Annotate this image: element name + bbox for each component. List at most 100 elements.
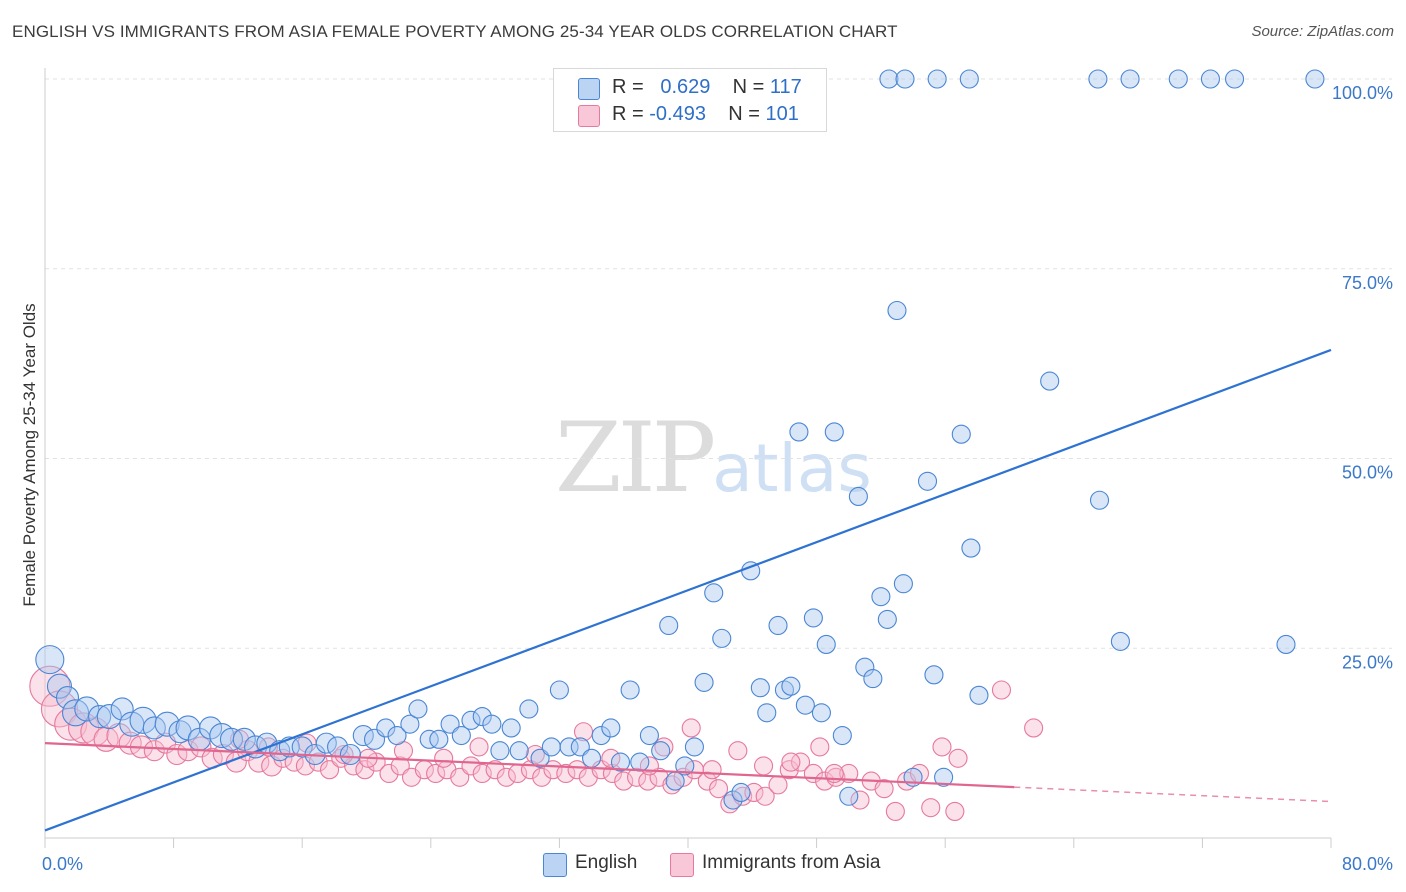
- point-asia-61: [755, 786, 775, 806]
- point-asia-89: [948, 748, 968, 768]
- point-english-6: [96, 704, 122, 730]
- x-tick-label-0: 0.0%: [42, 854, 83, 874]
- point-english-48: [559, 737, 579, 757]
- point-english-89: [917, 471, 938, 491]
- point-english-56: [639, 725, 659, 746]
- r-value-english: 0.629: [660, 76, 711, 98]
- point-asia-42: [532, 767, 552, 787]
- point-asia-80: [728, 741, 748, 761]
- point-english-43: [509, 741, 529, 761]
- point-english-75: [803, 608, 823, 628]
- point-english-42: [501, 718, 521, 738]
- point-asia-30: [390, 756, 410, 776]
- point-asia-68: [839, 763, 859, 784]
- point-asia-57: [708, 779, 729, 799]
- point-english-78: [824, 422, 844, 442]
- point-english-61: [684, 737, 704, 757]
- point-asia-69: [850, 790, 870, 810]
- point-asia-37: [472, 763, 492, 784]
- point-english-81: [848, 486, 868, 507]
- point-english-30: [376, 718, 396, 738]
- point-english-32: [400, 714, 420, 734]
- point-english-74: [795, 695, 815, 715]
- point-english-40: [482, 714, 502, 734]
- point-english-93: [961, 538, 981, 558]
- point-asia-1: [40, 690, 79, 728]
- point-english-96: [1089, 490, 1110, 510]
- point-english-51: [591, 725, 611, 746]
- point-english-52: [601, 718, 621, 738]
- bottom-label-asia: Immigrants from Asia: [702, 852, 881, 873]
- point-english-17: [219, 727, 244, 751]
- point-asia-49: [614, 771, 634, 791]
- legend-swatch-asia: [578, 105, 600, 127]
- point-asia-76: [932, 737, 952, 757]
- point-english-55: [630, 752, 650, 772]
- point-asia-33: [426, 763, 446, 784]
- point-english-47: [549, 680, 569, 700]
- point-english-0: [35, 645, 65, 675]
- point-english-28: [352, 724, 374, 747]
- point-asia-90: [991, 680, 1012, 700]
- n-label-asia: N =: [728, 103, 760, 125]
- point-english-58: [659, 615, 679, 636]
- trendline-asia: [44, 742, 1015, 789]
- point-asia-88: [754, 756, 774, 776]
- point-english-45: [530, 748, 550, 768]
- point-english-4: [74, 696, 100, 722]
- n-value-english: 117: [769, 76, 802, 98]
- point-asia-91: [1024, 718, 1044, 738]
- legend-text-asia: R = -0.493 N = 101: [612, 103, 799, 126]
- point-english-7: [110, 697, 134, 721]
- point-asia-75: [921, 798, 941, 818]
- point-asia-44: [556, 763, 576, 784]
- point-english-98: [1276, 634, 1296, 655]
- point-asia-100: [229, 729, 250, 749]
- point-english-41: [490, 741, 510, 761]
- y-tick-label-3: 100.0%: [1332, 83, 1393, 103]
- y-axis-label: Female Poverty Among 25-34 Year Olds: [20, 303, 39, 607]
- bottom-swatch-english: [543, 853, 567, 877]
- point-english-97: [1110, 631, 1130, 651]
- point-english-84: [871, 587, 891, 607]
- point-english-46: [541, 737, 561, 757]
- point-english-80: [839, 786, 859, 806]
- point-asia-81: [781, 752, 801, 772]
- x-tick-label-1: 80.0%: [1342, 854, 1393, 874]
- r-label-english: R =: [612, 76, 644, 98]
- point-english-85: [877, 609, 897, 629]
- point-english-90: [924, 665, 944, 685]
- point-english-103: [1088, 69, 1108, 89]
- legend-swatch-english: [578, 78, 600, 100]
- point-english-72: [781, 676, 801, 696]
- point-english-50: [581, 748, 602, 768]
- point-asia-27: [355, 760, 375, 780]
- point-english-70: [768, 615, 788, 636]
- point-asia-87: [702, 760, 722, 780]
- point-asia-38: [485, 760, 505, 780]
- trendline-english: [44, 348, 1332, 832]
- point-english-31: [387, 725, 407, 746]
- point-english-82: [855, 657, 875, 677]
- watermark-atlas: atlas: [712, 430, 872, 507]
- point-asia-94: [434, 748, 454, 768]
- point-english-66: [731, 782, 751, 803]
- point-asia-77: [945, 801, 965, 821]
- point-english-49: [570, 737, 590, 757]
- point-english-11: [154, 711, 180, 737]
- point-english-65: [723, 790, 743, 810]
- point-english-87: [893, 574, 913, 594]
- point-asia-63: [779, 760, 799, 780]
- point-english-106: [1200, 69, 1220, 89]
- point-asia-82: [810, 737, 830, 757]
- point-asia-62: [768, 775, 788, 795]
- bottom-swatch-asia: [670, 853, 694, 877]
- point-english-83: [863, 669, 883, 689]
- point-english-104: [1120, 69, 1140, 89]
- point-asia-29: [379, 763, 399, 784]
- point-asia-72: [885, 801, 905, 821]
- point-english-101: [927, 69, 947, 89]
- point-english-95: [1040, 371, 1060, 391]
- point-english-94: [969, 685, 989, 705]
- point-english-34: [419, 729, 439, 749]
